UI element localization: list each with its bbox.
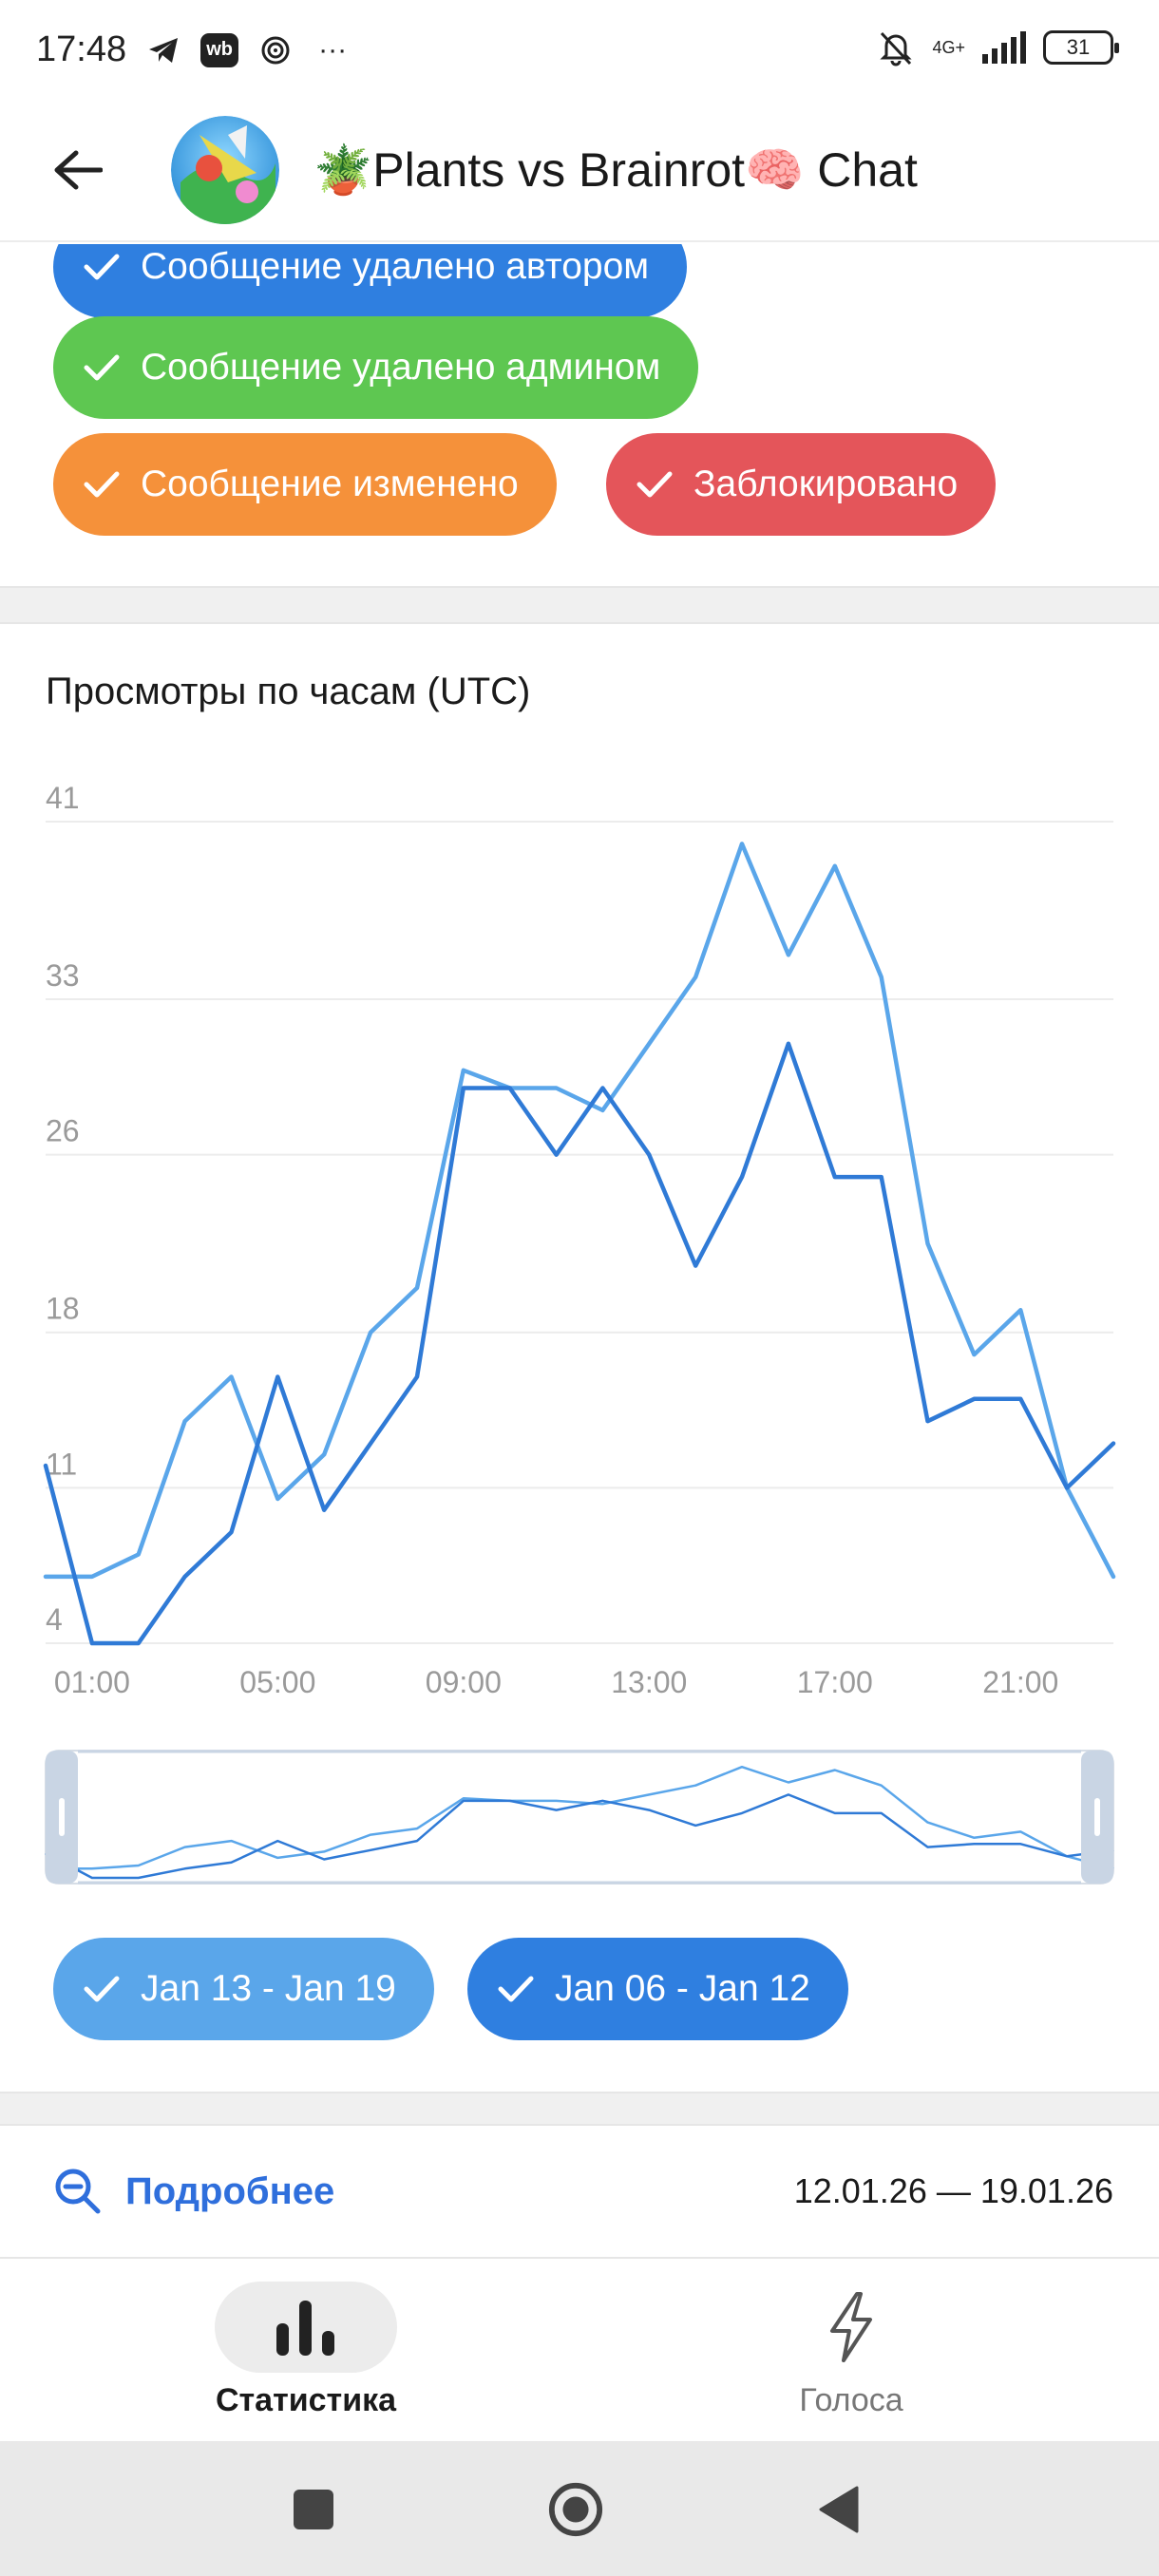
muted-bell-icon [877, 28, 915, 66]
back-nav-button[interactable] [809, 2481, 866, 2538]
network-type: 4G+ [932, 38, 965, 57]
navigator-series-line-0 [46, 1765, 1114, 1870]
navigator-right-grip [1094, 1798, 1100, 1836]
back-button[interactable] [40, 132, 116, 208]
lightning-icon [830, 2292, 872, 2362]
y-tick-label: 26 [46, 1114, 80, 1148]
check-icon [84, 471, 120, 498]
x-tick-label: 05:00 [239, 1665, 315, 1699]
check-icon [84, 254, 120, 280]
check-icon [636, 471, 673, 498]
chat-header: 🪴Plants vs Brainrot🧠 Chat [0, 100, 1159, 242]
y-tick-label: 11 [46, 1447, 77, 1481]
navigator-left-grip [59, 1798, 65, 1836]
x-tick-label: 17:00 [797, 1665, 873, 1699]
tab-icon-pill [215, 2282, 397, 2373]
range-navigator [45, 1750, 1114, 1885]
tab-label: Статистика [215, 2382, 397, 2418]
chat-avatar[interactable] [171, 116, 279, 224]
filter-chips-area: Сообщение удалено автором Сообщение удал… [0, 244, 1159, 586]
x-tick-label: 21:00 [982, 1665, 1058, 1699]
chip-deleted-by-admin[interactable]: Сообщение удалено админом [53, 316, 699, 419]
status-time: 17:48 [36, 29, 127, 69]
back-arrow-icon [54, 150, 103, 190]
chip-label: Сообщение удалено админом [141, 347, 661, 388]
telegram-icon [147, 36, 180, 65]
signal-bars-icon [982, 31, 1026, 64]
y-tick-label: 33 [46, 958, 80, 993]
square-icon [294, 2490, 333, 2529]
x-tick-label: 01:00 [54, 1665, 130, 1699]
tab-statistics[interactable]: Статистика [163, 2282, 448, 2419]
chip-deleted-by-author[interactable]: Сообщение удалено автором [53, 244, 688, 318]
navigator-series-line-1 [45, 1793, 1114, 1880]
tab-icon-pill [760, 2282, 942, 2373]
chip-blocked[interactable]: Заблокировано [606, 433, 997, 536]
date-range: 12.01.26 — 19.01.26 [793, 2171, 1113, 2210]
triangle-back-icon [819, 2486, 859, 2533]
home-circle-icon [548, 2482, 603, 2537]
section-divider [0, 2092, 1159, 2126]
y-tick-label: 41 [46, 781, 80, 815]
legend-chip-label: Jan 06 - Jan 12 [555, 1968, 810, 2009]
tab-votes[interactable]: Голоса [709, 2282, 994, 2419]
network-signal-icon: 4G+ [932, 39, 965, 56]
recent-apps-button[interactable] [285, 2481, 342, 2538]
legend-chip-jan06-12[interactable]: Jan 06 - Jan 12 [467, 1938, 848, 2040]
status-bar: 17:48 wb ··· 4G+ 31 [0, 0, 1159, 100]
details-link[interactable]: Подробнее [53, 2167, 334, 2216]
battery-indicator: 31 [1043, 30, 1119, 65]
views-by-hour-chart: 41 33 26 18 11 4 01:00 05:00 09:00 13:00 17:00 21:0… [43, 781, 1116, 1885]
bottom-tab-bar: Статистика Голоса [0, 2261, 1159, 2441]
spiral-app-icon [259, 34, 292, 66]
chip-label: Сообщение изменено [141, 464, 519, 504]
series-line-1 [43, 1041, 1116, 1646]
series-line-0 [43, 842, 1116, 1580]
details-link-label: Подробнее [125, 2169, 335, 2212]
details-row: Подробнее 12.01.26 — 19.01.26 [0, 2126, 1159, 2259]
bar-chart-icon [276, 2301, 334, 2356]
legend-chip-jan13-19[interactable]: Jan 13 - Jan 19 [53, 1938, 434, 2040]
tab-label: Голоса [799, 2382, 903, 2418]
wb-app-icon: wb [200, 32, 239, 67]
chat-title: 🪴Plants vs Brainrot🧠 Chat [314, 142, 918, 197]
x-tick-label: 09:00 [426, 1665, 502, 1699]
check-icon [84, 354, 120, 381]
chip-edited[interactable]: Сообщение изменено [53, 433, 557, 536]
chart-title: Просмотры по часам (UTC) [46, 671, 531, 712]
legend-chip-label: Jan 13 - Jan 19 [141, 1968, 396, 2009]
y-tick-label: 4 [46, 1602, 63, 1637]
y-tick-label: 18 [46, 1292, 80, 1326]
chip-label: Заблокировано [694, 464, 959, 504]
section-divider [0, 586, 1159, 624]
system-nav-bar [0, 2441, 1159, 2576]
check-icon [498, 1976, 534, 2002]
more-notifications-icon: ··· [318, 33, 348, 66]
x-tick-label: 13:00 [611, 1665, 687, 1699]
home-button[interactable] [547, 2481, 604, 2538]
check-icon [84, 1976, 120, 2002]
zoom-out-icon [55, 2169, 101, 2214]
chip-label: Сообщение удалено автором [141, 246, 650, 287]
